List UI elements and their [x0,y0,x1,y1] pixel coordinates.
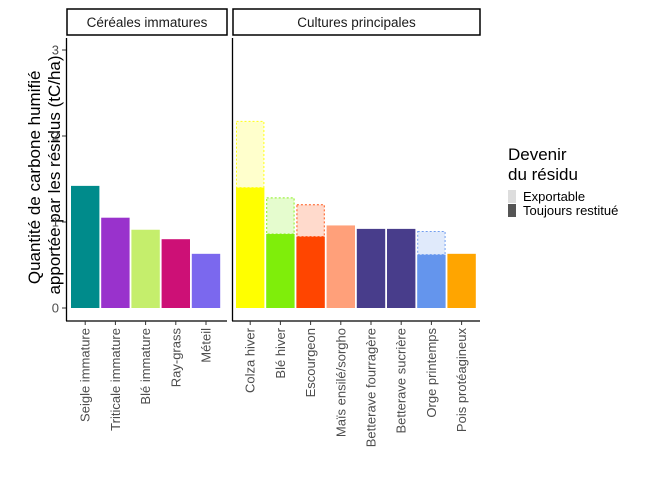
legend-swatch-toujours-restitue [508,204,516,217]
bar-toujours-restitue-escourgeon [296,236,325,308]
bar-toujours-restitue-colza-hiver [236,187,265,308]
bar-exportable-colza-hiver [236,120,265,189]
facet-strip [232,8,481,36]
bar-toujours-restitue-seigle-immature [71,185,100,308]
x-tick-label: Seigle immature [78,328,93,422]
x-tick-label: Betterave sucrière [394,328,409,434]
y-axis-title-line-1: Quantité de carbone humifié [25,71,44,285]
legend-swatch-exportable [508,190,516,203]
legend-title-line-2: du résidu [508,165,578,184]
x-tick-label: Ray-grass [168,328,183,388]
x-tick-label: Pois protéagineux [454,328,469,433]
bar-toujours-restitue-ray-grass [161,239,190,308]
bar-toujours-restitue-betterave-sucriere [387,228,416,308]
facet-strip [66,8,228,36]
x-tick-label: Méteil [199,328,214,363]
legend-label-toujours-restitue: Toujours restitué [523,203,618,218]
bar-exportable-escourgeon [296,204,325,238]
x-tick-label: Blé immature [138,328,153,405]
y-axis-title: Quantité de carbone humifié apportée par… [25,55,64,294]
x-tick-label: Maïs ensilé/sorgho [333,328,348,437]
y-axis-title-line-2: apportée par les résidus (tC/ha) [45,55,64,294]
legend-title-line-1: Devenir [508,145,567,164]
x-tick-label: Colza hiver [243,327,258,393]
x-tick-label: Escourgeon [303,328,318,397]
x-tick-label: Triticale immature [108,328,123,431]
y-tick-label: 0 [52,301,59,316]
bar-exportable-ble-hiver [266,197,295,235]
y-tick-label: 1 [52,215,59,230]
facet-strip-label: Céréales immatures [87,15,208,30]
bar-toujours-restitue-ble-hiver [266,234,295,308]
bar-toujours-restitue-pois-proteagineux [447,253,476,308]
facet-panel-cereales-immatures: Céréales immatures Seigle immature Tritica… [65,8,228,431]
x-tick-label: Blé hiver [273,327,288,378]
legend-label-exportable: Exportable [523,189,585,204]
bar-toujours-restitue-mais-ensile-sorgho [326,225,355,308]
bar-toujours-restitue-betterave-fourragere [356,228,386,308]
facet-strip-label: Cultures principales [297,15,416,30]
y-tick-label: 3 [52,43,59,58]
bar-toujours-restitue-ble-immature [131,229,160,308]
bar-exportable-orge-printemps [417,230,446,256]
y-axis: 0 1 2 3 [52,43,66,316]
facet-panel-cultures-principales: Cultures principales Colza hiver Blé hiver… [231,8,481,447]
bar-toujours-restitue-meteil [191,253,221,308]
x-tick-label: Orge printemps [424,328,439,418]
x-tick-label: Betterave fourragère [364,328,379,447]
bar-toujours-restitue-orge-printemps [417,254,446,308]
y-tick-label: 2 [52,129,59,144]
facet-panels: Céréales immatures Seigle immature Tritica… [65,8,481,447]
bar-toujours-restitue-triticale-immature [101,217,130,308]
